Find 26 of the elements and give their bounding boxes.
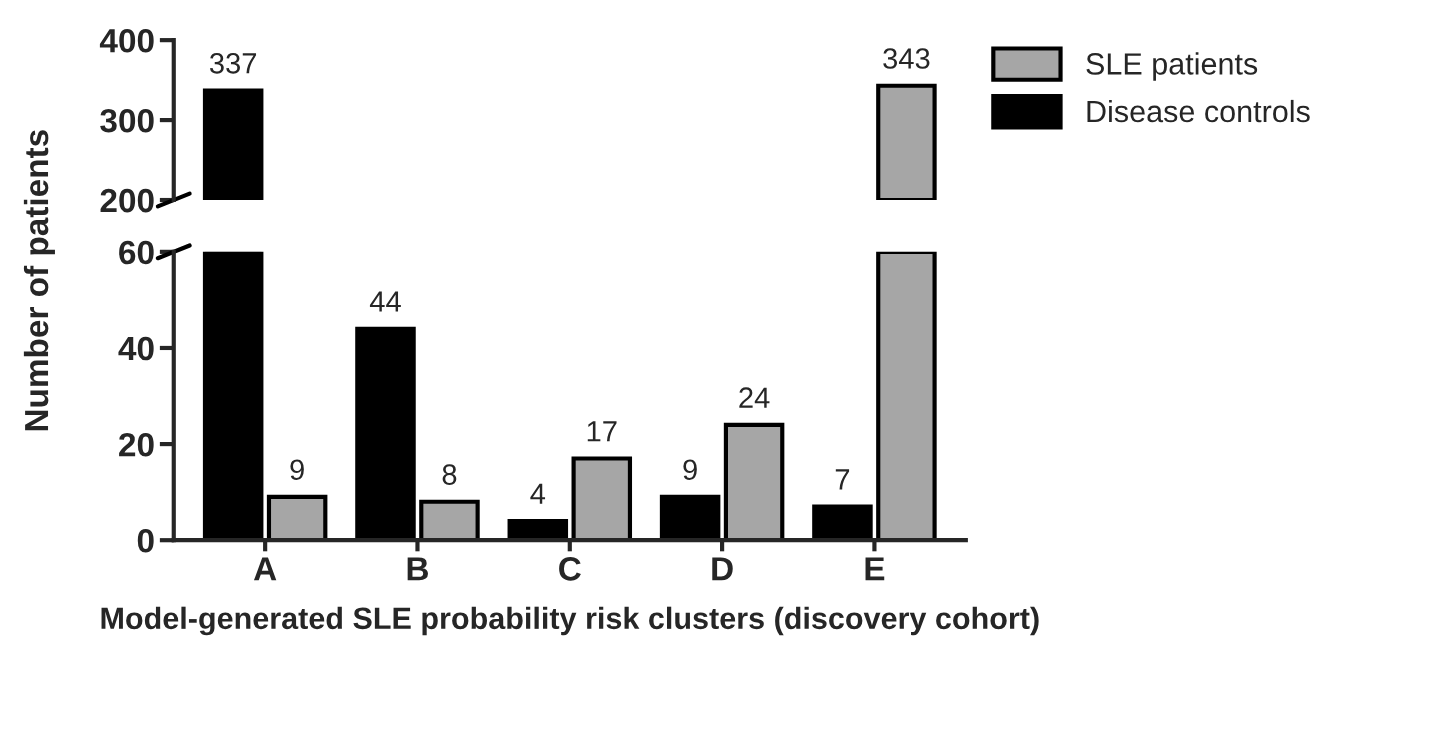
data-label: 343 — [883, 48, 930, 69]
y-tick-label: 300 — [100, 108, 154, 133]
x-tick-label: B — [407, 557, 428, 581]
x-tick-label: C — [559, 557, 581, 581]
x-tick-label: D — [712, 557, 733, 581]
data-label: 44 — [369, 291, 401, 312]
legend-label: Disease controls — [1087, 99, 1310, 123]
y-axis-title: Number of patients — [23, 130, 55, 431]
y-tick-label: 200 — [100, 188, 154, 213]
y-tick-label: 40 — [118, 336, 154, 361]
data-label: 7 — [835, 469, 850, 490]
legend-label: SLE patients — [1086, 52, 1258, 81]
data-label: 8 — [442, 464, 457, 485]
x-tick-label: E — [865, 557, 885, 581]
data-label: 337 — [209, 52, 257, 74]
y-tick-label: 0 — [137, 529, 154, 553]
data-label: 9 — [683, 459, 697, 481]
x-tick-label: A — [253, 557, 277, 581]
data-label: 4 — [530, 483, 546, 504]
y-tick-label: 400 — [99, 28, 154, 53]
x-axis-title: Model-generated SLE probability risk clusters (discovery cohort) — [101, 606, 1039, 636]
y-tick-label: 60 — [119, 240, 154, 265]
y-tick-label: 20 — [119, 432, 154, 457]
data-label: 9 — [290, 459, 304, 481]
data-label: 24 — [739, 387, 770, 408]
data-label: 17 — [587, 421, 617, 442]
